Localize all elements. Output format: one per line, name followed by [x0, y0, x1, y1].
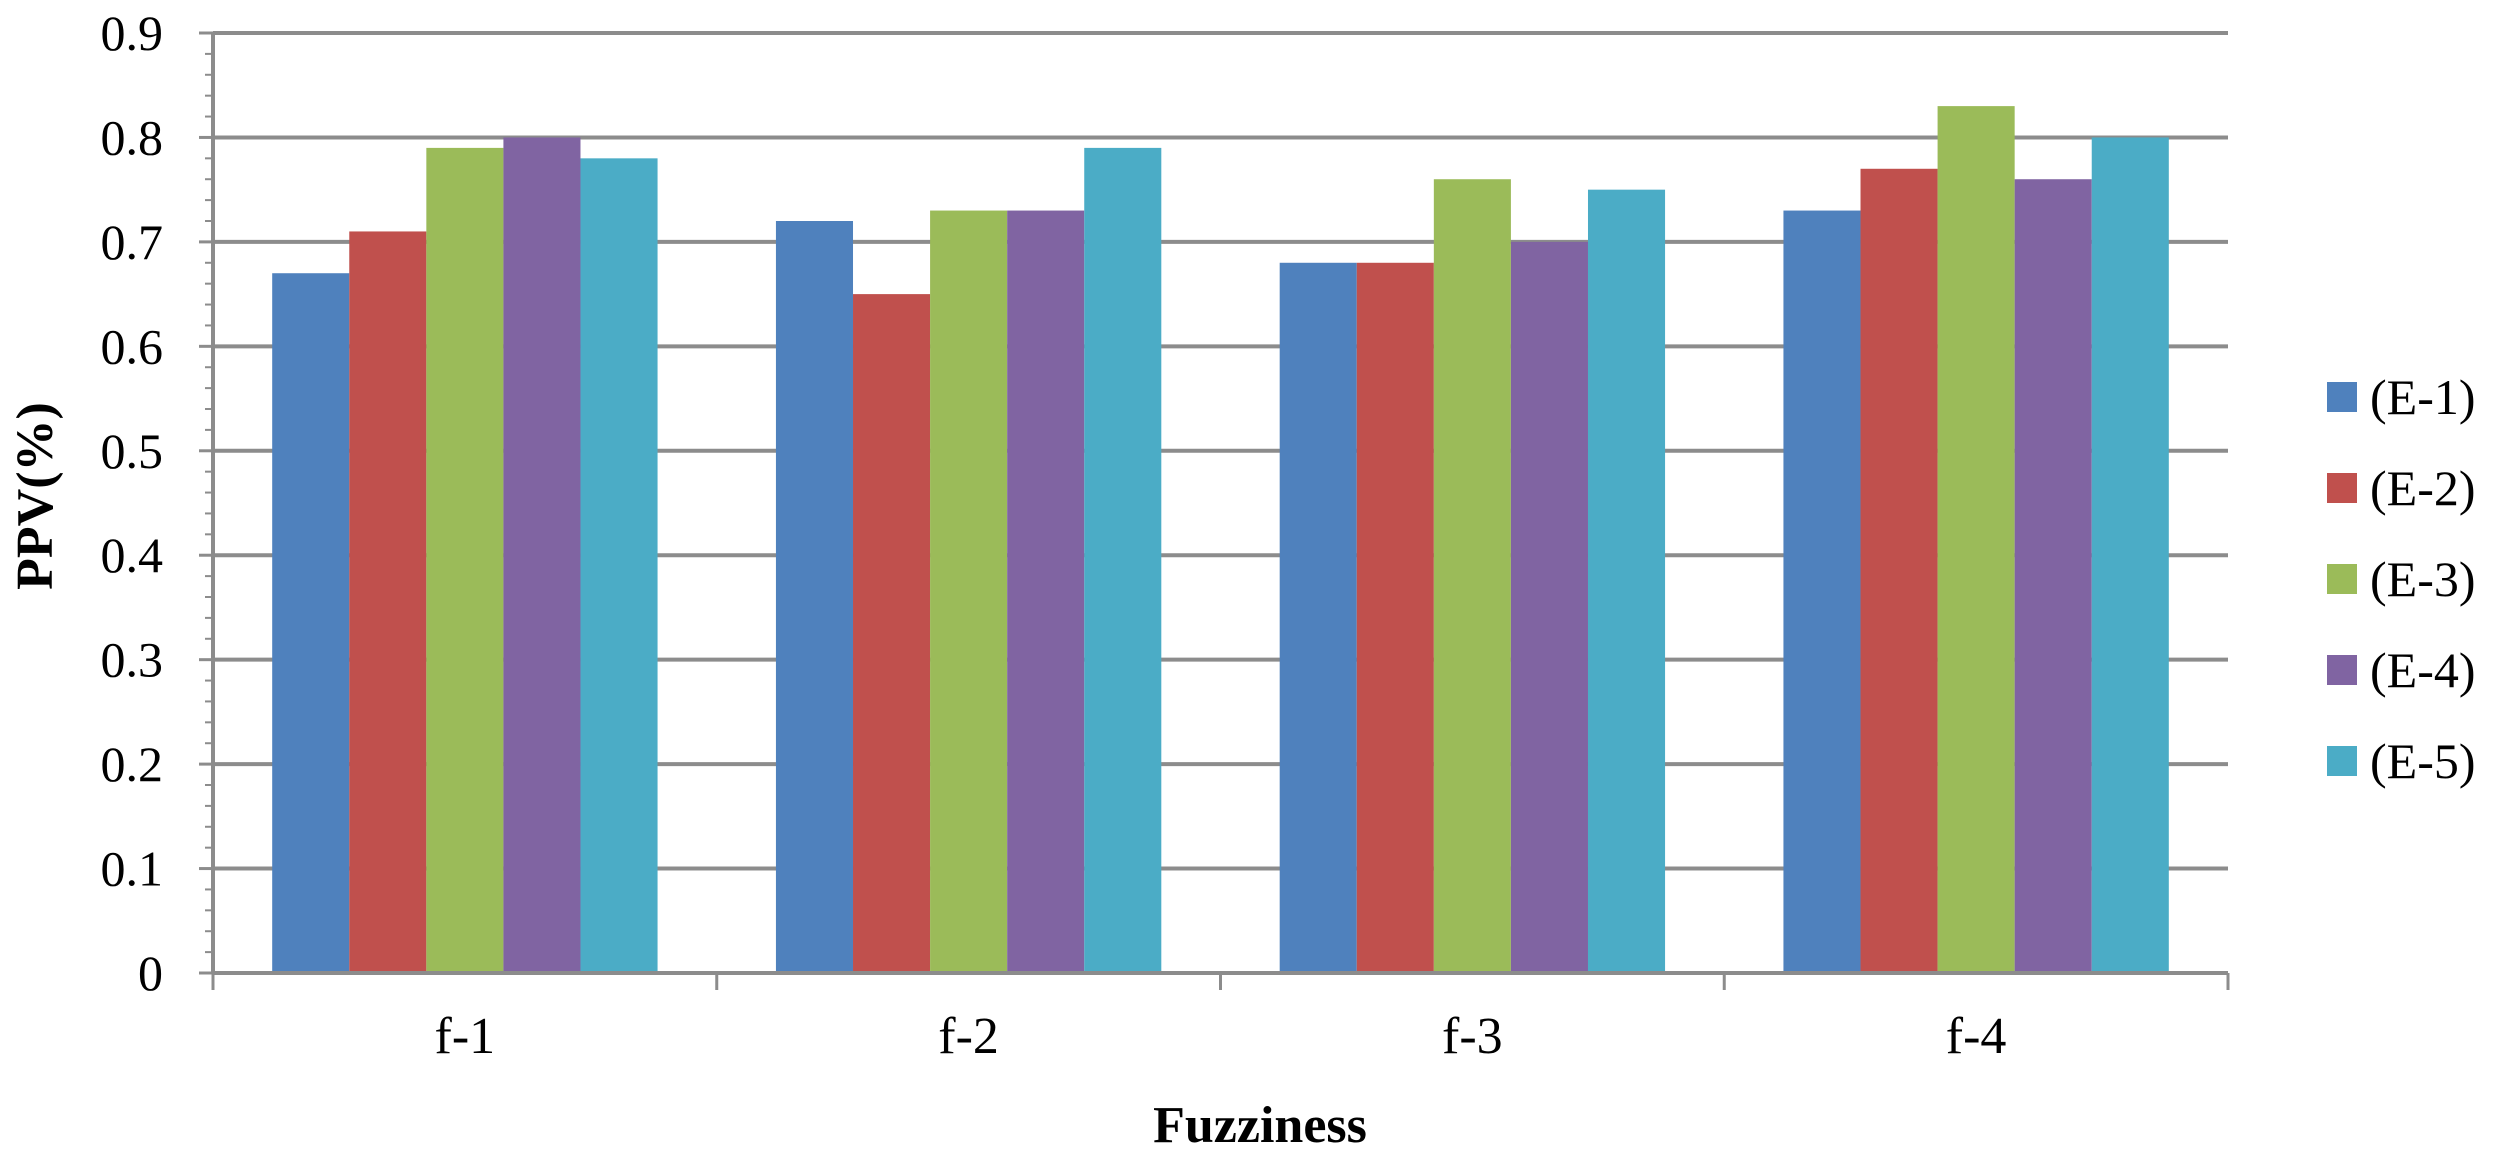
- bar-e-4-f-2: [1007, 210, 1085, 974]
- x-tick-label: f-4: [1946, 1008, 2007, 1065]
- bar-e-5-f-4: [2091, 137, 2169, 973]
- bar-e-1-f-3: [1279, 262, 1357, 973]
- bar-e-3-f-1: [426, 147, 504, 973]
- bar-e-5-f-2: [1084, 147, 1162, 973]
- y-tick-label: 0.9: [101, 5, 164, 61]
- legend-label: (E-3): [2370, 551, 2476, 607]
- legend-label: (E-2): [2370, 460, 2476, 516]
- bar-e-2-f-4: [1860, 168, 1938, 973]
- legend-swatch: [2327, 564, 2357, 594]
- x-tick-label: f-1: [435, 1008, 496, 1065]
- legend-label: (E-4): [2370, 642, 2476, 698]
- bars: [272, 106, 2169, 974]
- legend-swatch: [2327, 382, 2357, 412]
- bar-e-4-f-1: [503, 137, 581, 973]
- legend-swatch: [2327, 746, 2357, 776]
- y-tick-label: 0.4: [101, 527, 164, 583]
- x-tick-label: f-2: [938, 1008, 999, 1065]
- bar-e-3-f-3: [1433, 179, 1511, 973]
- legend-label: (E-1): [2370, 369, 2476, 425]
- x-tick-labels: f-1 f-2 f-3 f-4: [435, 1008, 2007, 1065]
- bar-e-3-f-2: [930, 210, 1008, 974]
- bar-e-2-f-2: [853, 294, 931, 974]
- y-tick-label: 0.8: [101, 109, 164, 165]
- bar-e-5-f-1: [580, 158, 658, 974]
- y-tick-label: 0.7: [101, 214, 164, 270]
- bar-e-1-f-2: [775, 221, 854, 973]
- bar-e-5-f-3: [1587, 189, 1666, 973]
- legend-label: (E-5): [2370, 733, 2476, 789]
- y-tick-label: 0.3: [101, 632, 164, 688]
- x-axis-label: Fuzziness: [1153, 1097, 1367, 1154]
- y-tick-label: 0.1: [101, 841, 164, 897]
- bar-e-1-f-1: [272, 273, 350, 973]
- axes: [199, 31, 2230, 990]
- legend-swatch: [2327, 473, 2357, 503]
- bar-e-3-f-4: [1937, 106, 2015, 974]
- legend-swatch: [2327, 655, 2357, 685]
- y-tick-label: 0.5: [101, 423, 164, 479]
- bar-e-4-f-3: [1510, 241, 1588, 973]
- y-tick-label: 0.6: [101, 318, 164, 374]
- bar-e-2-f-3: [1356, 262, 1434, 973]
- y-axis-label: PPV(%): [7, 402, 64, 590]
- bar-e-1-f-4: [1783, 210, 1861, 974]
- y-tick-label: 0: [138, 945, 163, 1001]
- y-tick-labels: 0 0.1 0.2 0.3 0.4 0.5 0.6 0.7 0.8 0.9: [101, 5, 164, 1001]
- bar-e-4-f-4: [2014, 179, 2092, 973]
- x-tick-label: f-3: [1442, 1008, 1503, 1065]
- bar-e-2-f-1: [349, 231, 427, 973]
- y-tick-label: 0.2: [101, 736, 164, 792]
- legend: (E-1) (E-2) (E-3) (E-4) (E-5): [2327, 369, 2476, 789]
